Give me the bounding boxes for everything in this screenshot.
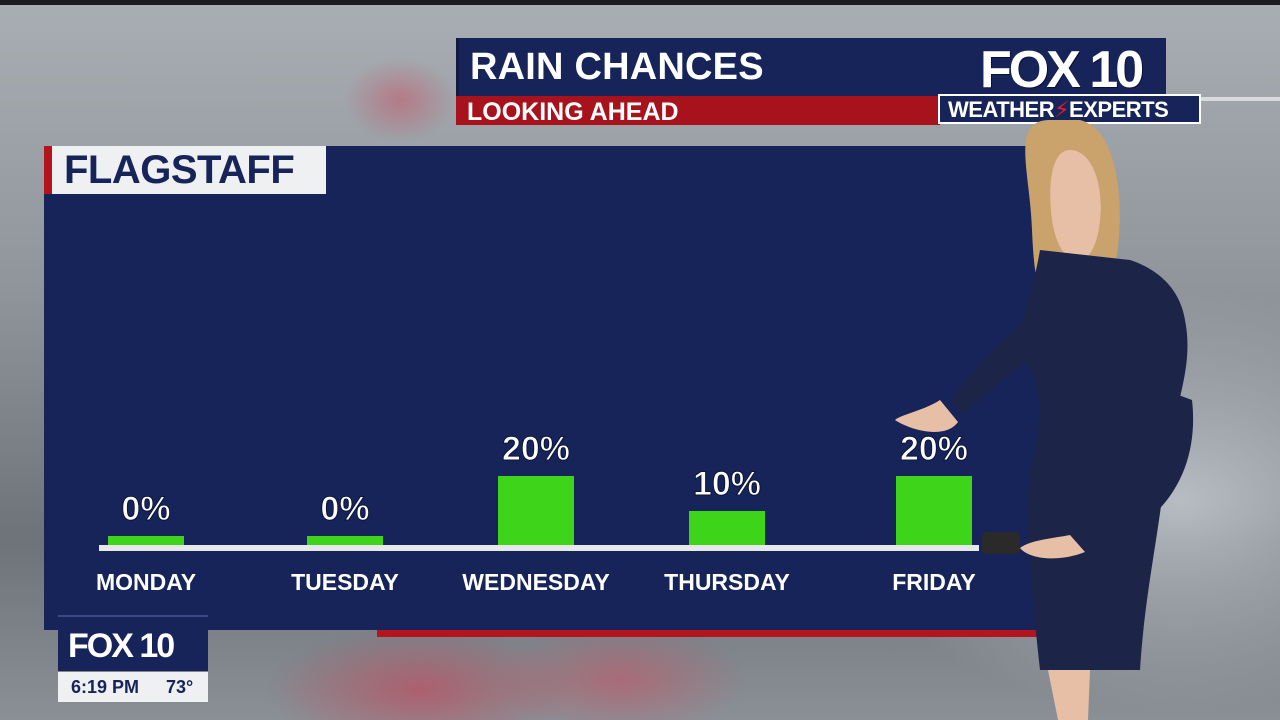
lightning-bolt-icon: ⚡ [1054, 97, 1070, 122]
day-label-tuesday: TUESDAY [291, 569, 399, 595]
data-label-wednesday: 20% [502, 430, 570, 468]
current-temperature: 73° [166, 677, 194, 697]
page-subtitle: LOOKING AHEAD [467, 98, 679, 126]
chart-baseline [99, 545, 979, 551]
data-label-friday: 20% [900, 430, 968, 468]
station-logo-text: FOX 10 [980, 41, 1144, 99]
day-label-friday: FRIDAY [892, 569, 976, 595]
data-label-monday: 0% [121, 490, 170, 528]
time-temp-bar: 6:19 PM 73° [58, 672, 208, 702]
weather-label: WEATHER [948, 97, 1055, 122]
header-rule [1201, 97, 1280, 101]
day-label-wednesday: WEDNESDAY [462, 569, 609, 595]
bar-tuesday [307, 536, 383, 546]
day-label-thursday: THURSDAY [664, 569, 790, 595]
station-bug-logo: FOX 10 XTRA [58, 615, 208, 704]
day-label-monday: MONDAY [96, 569, 196, 595]
rain-chance-chart: 0% MONDAY 0% TUESDAY 20% WEDNESDAY 10% THURSDAY… [96, 430, 979, 595]
bar-wednesday [498, 476, 574, 546]
panel-accent-strip [377, 630, 1053, 637]
presenter-figure [895, 120, 1194, 720]
subtitle-bar: LOOKING AHEAD [456, 96, 940, 126]
data-label-thursday: 10% [693, 465, 761, 503]
location-label: FLAGSTAFF [64, 148, 295, 192]
clock-time: 6:19 PM [71, 677, 140, 697]
station-logo: FOX 10 [938, 38, 1166, 99]
bar-monday [108, 536, 184, 546]
data-label-tuesday: 0% [320, 490, 369, 528]
experts-label: EXPERTS [1069, 97, 1169, 122]
bar-friday [896, 476, 972, 546]
location-tab: FLAGSTAFF [44, 146, 326, 194]
bar-thursday [689, 511, 765, 546]
page-title: RAIN CHANCES [470, 46, 764, 88]
weather-experts-badge: WEATHER⚡EXPERTS [938, 94, 1201, 124]
title-bar: RAIN CHANCES [456, 38, 938, 96]
top-edge-bar [0, 0, 1280, 5]
